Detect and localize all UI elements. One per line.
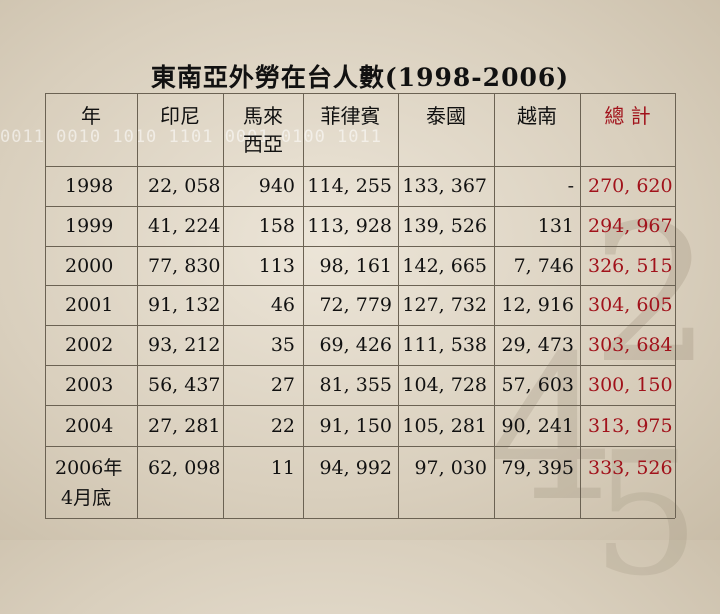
data-table: 年 印尼 馬來 西亞 菲律賓 泰國 越南 總 計 1998 22, 058 94… — [45, 93, 676, 519]
cell-thailand: 139, 526 — [402, 215, 487, 237]
background-binary-text: 0011 0010 1010 1101 0001 0100 1011 — [0, 127, 382, 147]
cell-total: 304, 605 — [588, 294, 673, 316]
cell-malaysia: 11 — [270, 457, 295, 479]
header-total: 總 計 — [604, 104, 651, 128]
cell-philippines: 98, 161 — [319, 255, 392, 277]
cell-thailand: 142, 665 — [402, 255, 487, 277]
cell-philippines: 94, 992 — [319, 457, 392, 479]
cell-year: 2001 — [65, 294, 114, 316]
cell-total: 294, 967 — [588, 215, 673, 237]
cell-total: 313, 975 — [588, 415, 673, 437]
cell-philippines: 114, 255 — [307, 175, 392, 197]
cell-year: 1998 — [65, 175, 114, 197]
cell-indonesia: 91, 132 — [148, 294, 221, 316]
cell-year: 2002 — [65, 334, 114, 356]
cell-philippines: 72, 779 — [319, 294, 392, 316]
cell-vietnam: - — [567, 175, 574, 197]
cell-thailand: 133, 367 — [402, 175, 487, 197]
cell-thailand: 111, 538 — [402, 334, 487, 356]
cell-vietnam: 90, 241 — [501, 415, 574, 437]
cell-philippines: 91, 150 — [319, 415, 392, 437]
cell-indonesia: 41, 224 — [148, 215, 221, 237]
cell-indonesia: 56, 437 — [148, 374, 221, 396]
slide-title: 東南亞外勞在台人數(1998-2006) — [150, 63, 570, 92]
cell-year: 2000 — [65, 255, 114, 277]
cell-thailand: 127, 732 — [402, 294, 487, 316]
cell-thailand: 104, 728 — [402, 374, 487, 396]
cell-year: 2003 — [65, 374, 114, 396]
cell-indonesia: 27, 281 — [148, 415, 221, 437]
cell-total: 300, 150 — [588, 374, 673, 396]
cell-malaysia: 35 — [270, 334, 295, 356]
cell-thailand: 97, 030 — [414, 457, 487, 479]
cell-malaysia: 46 — [270, 294, 295, 316]
cell-malaysia: 22 — [270, 415, 295, 437]
cell-total: 333, 526 — [588, 457, 673, 479]
cell-indonesia: 62, 098 — [148, 457, 221, 479]
header-year: 年 — [81, 104, 101, 128]
cell-malaysia: 113 — [258, 255, 295, 277]
cell-philippines: 69, 426 — [319, 334, 392, 356]
cell-malaysia: 940 — [258, 175, 295, 197]
header-thailand: 泰國 — [426, 104, 466, 128]
cell-indonesia: 77, 830 — [148, 255, 221, 277]
header-indonesia: 印尼 — [160, 104, 200, 128]
cell-vietnam: 79, 395 — [501, 457, 574, 479]
cell-vietnam: 29, 473 — [501, 334, 574, 356]
cell-vietnam: 131 — [537, 215, 574, 237]
cell-year: 2004 — [65, 415, 114, 437]
cell-year: 2006年 — [55, 457, 123, 479]
cell-year-line2: 4月底 — [61, 487, 112, 509]
cell-vietnam: 7, 746 — [513, 255, 574, 277]
cell-vietnam: 12, 916 — [501, 294, 574, 316]
cell-philippines: 113, 928 — [307, 215, 392, 237]
cell-total: 270, 620 — [588, 175, 673, 197]
header-malaysia-line1: 馬來 — [243, 104, 283, 128]
header-vietnam: 越南 — [517, 104, 557, 128]
header-philippines: 菲律賓 — [320, 104, 381, 128]
header-malaysia-line2: 西亞 — [243, 132, 283, 156]
cell-total: 326, 515 — [588, 255, 673, 277]
cell-vietnam: 57, 603 — [501, 374, 574, 396]
cell-year: 1999 — [65, 215, 114, 237]
cell-philippines: 81, 355 — [319, 374, 392, 396]
cell-total: 303, 684 — [588, 334, 673, 356]
cell-thailand: 105, 281 — [402, 415, 487, 437]
cell-malaysia: 27 — [270, 374, 295, 396]
cell-malaysia: 158 — [258, 215, 295, 237]
cell-indonesia: 93, 212 — [148, 334, 221, 356]
cell-indonesia: 22, 058 — [148, 175, 221, 197]
